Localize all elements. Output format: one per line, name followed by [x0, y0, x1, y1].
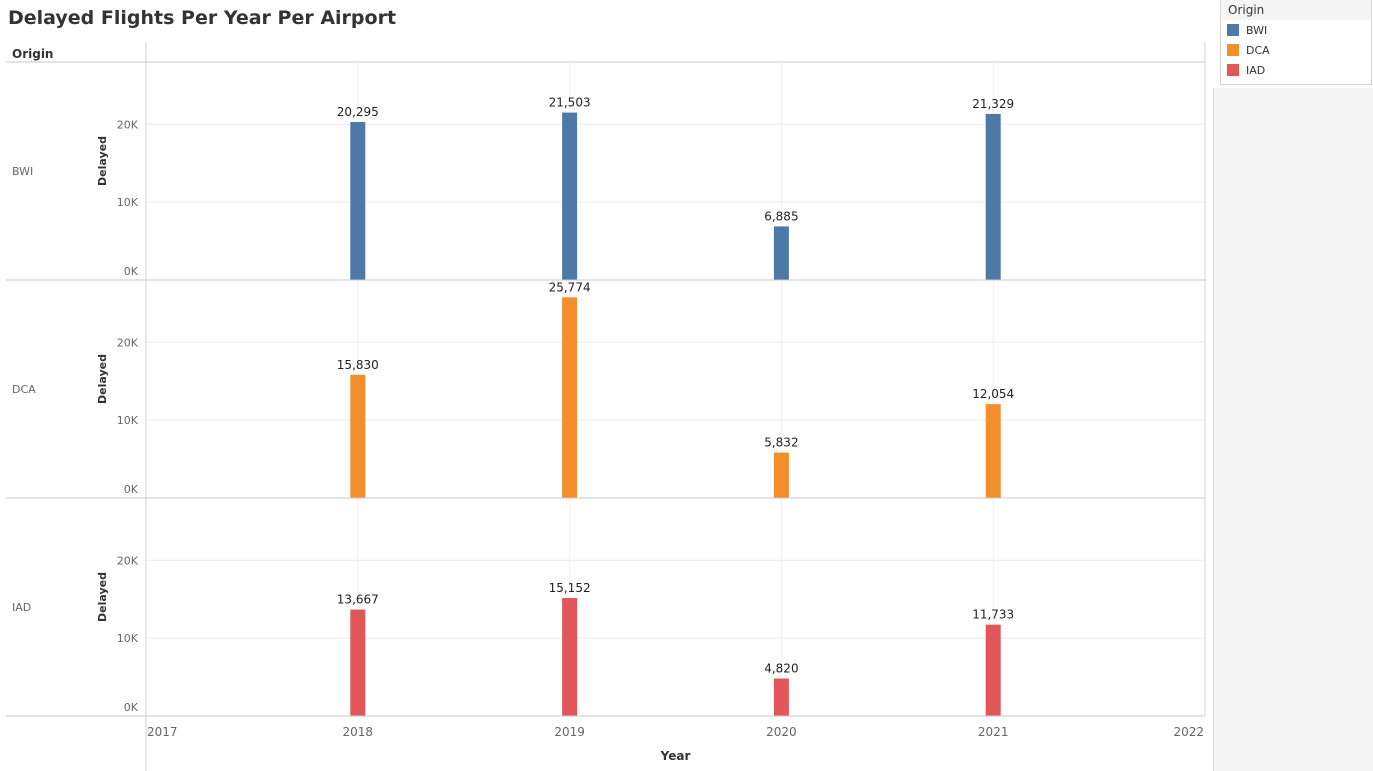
y-axis-label: Delayed	[96, 572, 109, 622]
legend-title: Origin	[1221, 0, 1371, 20]
bar-dca-2019	[562, 297, 578, 498]
bar-bwi-2020	[773, 226, 789, 280]
y-axis-label: Delayed	[96, 354, 109, 404]
legend-item-dca[interactable]: DCA	[1221, 40, 1371, 60]
y-tick-label: 20K	[117, 118, 139, 131]
bar-iad-2019	[562, 598, 578, 716]
bar-bwi-2018	[350, 121, 366, 281]
y-tick-label: 0K	[124, 701, 139, 714]
bar-iad-2020	[773, 678, 789, 716]
x-tick-label: 2022	[1173, 725, 1204, 739]
y-tick-label: 0K	[124, 265, 139, 278]
legend: Origin BWI DCA IAD	[1220, 0, 1372, 85]
data-label: 13,667	[337, 593, 379, 607]
row-label-iad: IAD	[12, 601, 31, 614]
data-label: 12,054	[972, 387, 1014, 401]
data-label: 15,830	[337, 358, 379, 372]
bar-iad-2018	[350, 609, 366, 716]
x-tick-label: 2019	[554, 725, 585, 739]
legend-label: IAD	[1246, 63, 1266, 77]
chart-area: Origin 0K 10K 20K Delayed BWI 20,295 21,503 6,88…	[6, 42, 1206, 771]
bar-dca-2020	[773, 452, 789, 498]
data-label: 21,329	[972, 97, 1014, 111]
legend-item-iad[interactable]: IAD	[1221, 60, 1371, 80]
legend-label: BWI	[1246, 23, 1268, 37]
x-tick-label: 2018	[343, 725, 374, 739]
data-label: 15,152	[549, 581, 591, 595]
side-panel	[1213, 88, 1373, 771]
bar-dca-2021	[985, 404, 1001, 498]
x-axis-label: Year	[660, 749, 691, 763]
data-label: 6,885	[764, 209, 798, 223]
legend-swatch	[1227, 64, 1239, 76]
bar-iad-2021	[985, 624, 1001, 716]
y-tick-label: 20K	[117, 554, 139, 567]
row-label-dca: DCA	[12, 383, 36, 396]
bar-bwi-2021	[985, 113, 1001, 280]
y-tick-label: 10K	[117, 632, 139, 645]
legend-item-bwi[interactable]: BWI	[1221, 20, 1371, 40]
y-tick-label: 10K	[117, 196, 139, 209]
y-tick-label: 20K	[117, 336, 139, 349]
legend-label: DCA	[1246, 43, 1270, 57]
x-tick-label: 2020	[766, 725, 797, 739]
data-label: 25,774	[549, 280, 591, 294]
data-label: 5,832	[764, 436, 798, 450]
bar-dca-2018	[350, 374, 366, 498]
x-tick-label: 2017	[147, 725, 178, 739]
x-tick-label: 2021	[978, 725, 1009, 739]
legend-swatch	[1227, 44, 1239, 56]
legend-swatch	[1227, 24, 1239, 36]
data-label: 4,820	[764, 661, 798, 675]
row-label-bwi: BWI	[12, 165, 33, 178]
bar-bwi-2019	[562, 112, 578, 280]
y-axis-label: Delayed	[96, 136, 109, 186]
chart-title: Delayed Flights Per Year Per Airport	[8, 7, 397, 29]
row-header-label: Origin	[12, 47, 53, 61]
y-tick-label: 10K	[117, 414, 139, 427]
data-label: 20,295	[337, 105, 379, 119]
y-tick-label: 0K	[124, 483, 139, 496]
data-label: 11,733	[972, 608, 1014, 622]
data-label: 21,503	[549, 96, 591, 110]
